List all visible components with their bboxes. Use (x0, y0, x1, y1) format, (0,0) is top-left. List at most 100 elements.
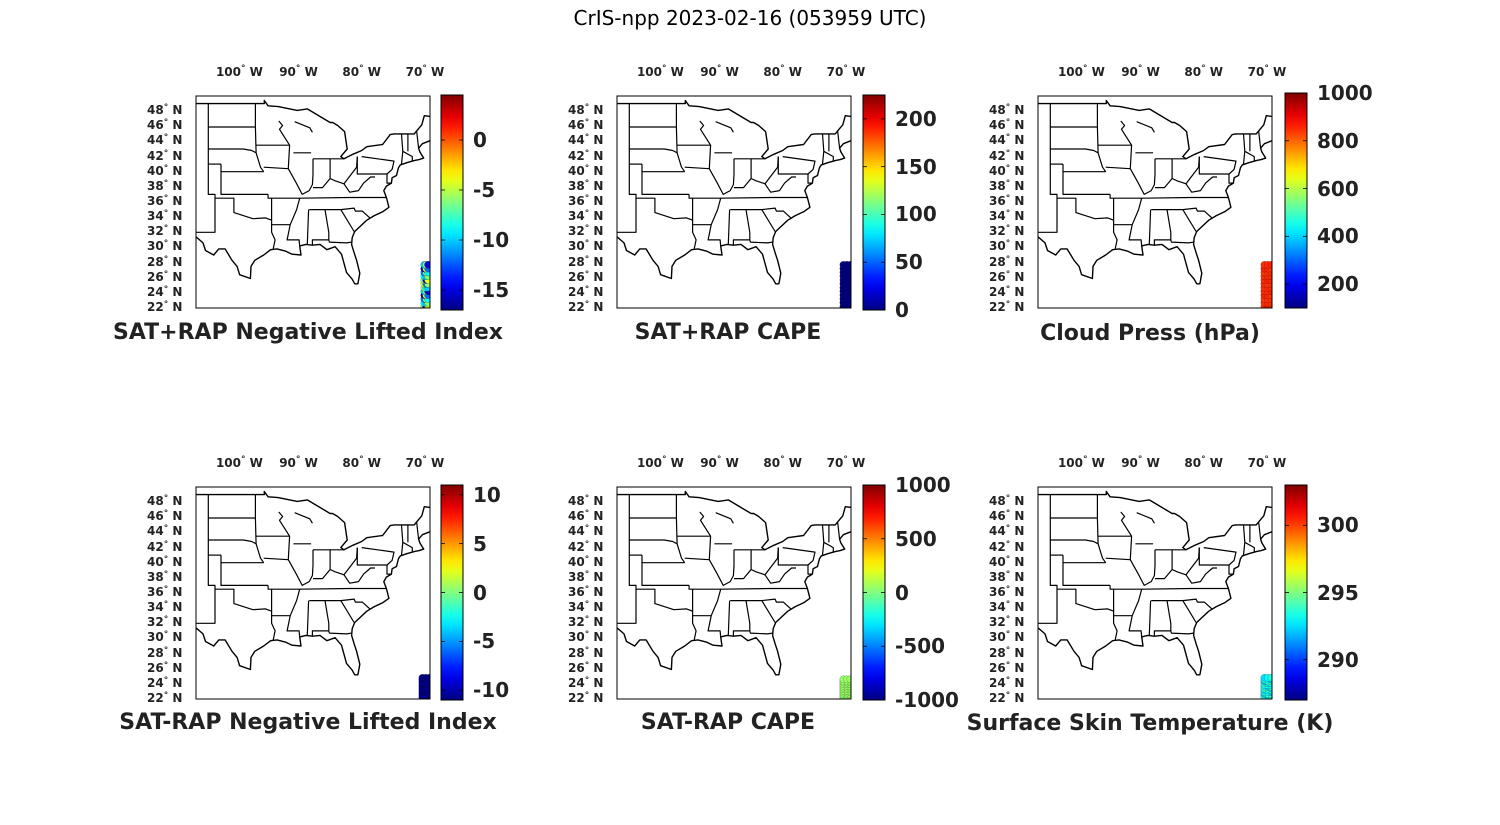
latitude-label: 44° N (989, 524, 1024, 540)
degree-symbol: ° (359, 64, 364, 74)
latitude-value: 24 (989, 675, 1006, 690)
latitude-value: 40 (147, 163, 164, 178)
longitude-label: 100° W (216, 64, 263, 81)
state-border (343, 567, 375, 584)
map-border (616, 486, 852, 700)
hemisphere-label: N (168, 539, 183, 554)
latitude-value: 28 (568, 645, 585, 660)
colorbar-tick-label: 150 (895, 154, 937, 179)
latitude-label: 24° N (989, 285, 1024, 301)
state-border (1198, 156, 1237, 175)
hemisphere-label: W (784, 65, 803, 79)
hemisphere-label: W (721, 456, 739, 470)
hemisphere-label: W (245, 65, 263, 79)
state-border (329, 547, 358, 576)
longitude-value: 80 (763, 456, 781, 470)
colorbar-tick-label: 50 (895, 250, 923, 275)
degree-symbol: ° (584, 148, 590, 159)
state-border (1155, 178, 1173, 189)
latitude-value: 28 (147, 254, 164, 269)
latitude-label: 44° N (989, 133, 1024, 149)
state-border (254, 103, 265, 173)
state-border (837, 522, 841, 540)
degree-symbol: ° (1005, 494, 1011, 505)
degree-symbol: ° (584, 209, 590, 220)
state-border (629, 539, 678, 545)
state-border (309, 598, 371, 610)
latitude-label: 36° N (568, 194, 603, 210)
state-border (1109, 194, 1143, 246)
latitude-label: 48° N (989, 103, 1024, 119)
latitude-value: 32 (989, 224, 1006, 239)
hemisphere-label: W (784, 456, 803, 470)
latitude-label: 28° N (568, 254, 604, 271)
hemisphere-label: N (168, 600, 183, 615)
longitude-value: 90 (1121, 456, 1138, 470)
state-border (629, 148, 678, 154)
map-border (616, 95, 852, 309)
state-border (732, 600, 751, 637)
latitude-label: 48° N (568, 103, 603, 119)
latitude-label: 28° N (147, 645, 182, 662)
figure-title: CrIS-npp 2023-02-16 (053959 UTC) (573, 6, 927, 30)
degree-symbol: ° (163, 691, 169, 701)
latitude-value: 38 (568, 569, 585, 584)
degree-symbol: ° (163, 509, 169, 520)
degree-symbol: ° (163, 224, 169, 235)
longitude-value: 70 (405, 65, 423, 79)
latitude-label: 30° N (147, 630, 182, 646)
latitude-value: 28 (989, 645, 1006, 660)
hemisphere-label: N (1010, 209, 1025, 224)
latitude-label: 26° N (989, 270, 1024, 286)
colorbar-tick-label: 400 (1317, 224, 1359, 249)
latitude-value: 30 (989, 630, 1006, 645)
hemisphere-label: N (589, 524, 604, 539)
state-border (1105, 557, 1131, 561)
latitude-value: 34 (989, 600, 1006, 615)
degree-symbol: ° (163, 178, 169, 189)
longitude-label: 100° W (637, 64, 684, 81)
state-border (278, 511, 314, 587)
colorbar (1284, 484, 1308, 701)
latitude-value: 28 (147, 645, 164, 660)
hemisphere-label: N (168, 660, 183, 675)
latitude-value: 38 (147, 178, 164, 193)
longitude-label: 70° W (405, 64, 445, 81)
state-border (720, 196, 808, 199)
state-border (727, 600, 731, 636)
state-border (764, 176, 796, 193)
state-border (1155, 569, 1173, 580)
longitude-value: 70 (405, 456, 423, 470)
longitude-value: 80 (763, 65, 781, 79)
hemisphere-label: N (1010, 539, 1025, 554)
degree-symbol: ° (1005, 163, 1011, 174)
degree-symbol: ° (584, 539, 590, 550)
state-border (1050, 539, 1099, 545)
degree-symbol: ° (584, 569, 590, 580)
degree-symbol: ° (1005, 660, 1011, 671)
hemisphere-label: N (1010, 600, 1025, 615)
panel-title: SAT-RAP CAPE (640, 710, 816, 735)
state-border (215, 197, 273, 221)
hemisphere-label: N (589, 254, 604, 269)
hemisphere-label: N (168, 148, 183, 163)
swath-point (1267, 260, 1272, 269)
degree-symbol: ° (584, 300, 590, 310)
latitude-value: 46 (568, 509, 585, 524)
state-border (1244, 541, 1255, 553)
latitude-value: 40 (989, 554, 1006, 569)
hemisphere-label: W (1205, 456, 1224, 470)
hemisphere-label: N (168, 691, 183, 705)
latitude-value: 46 (989, 509, 1006, 524)
state-border (715, 512, 734, 524)
state-border (1112, 220, 1118, 250)
latitude-label: 28° N (147, 254, 182, 271)
swath-point (1267, 673, 1272, 682)
latitude-value: 32 (568, 615, 585, 630)
latitude-label: 36° N (989, 194, 1024, 210)
longitude-value: 70 (1247, 456, 1265, 470)
state-border (777, 156, 816, 175)
latitude-label: 48° N (147, 103, 182, 119)
hemisphere-label: N (168, 524, 183, 539)
latitude-label: 48° N (568, 494, 603, 510)
